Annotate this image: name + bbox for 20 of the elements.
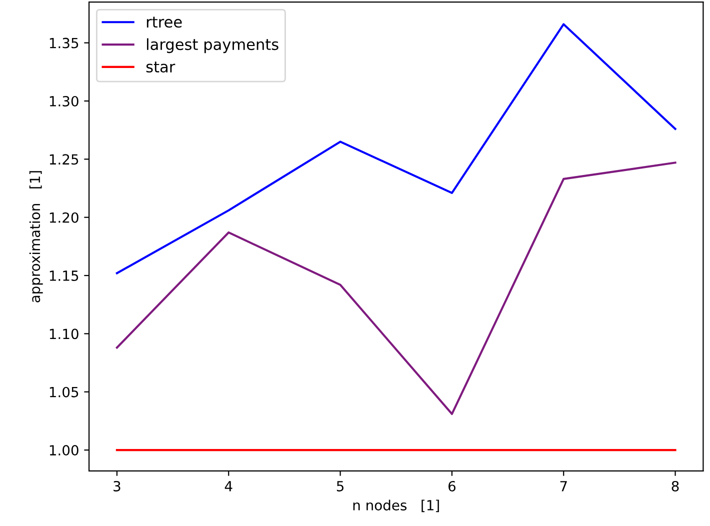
x-tick-label: 8 <box>672 480 679 492</box>
y-tick-label: 1.05 <box>50 386 78 398</box>
y-tick-label: 1.15 <box>50 270 78 281</box>
y-tick-label: 1.20 <box>50 212 78 223</box>
x-tick-label: 5 <box>336 481 344 492</box>
y-tick-label: 1.00 <box>50 445 78 456</box>
y-tick-label: 1.35 <box>50 38 78 48</box>
y-tick-label: 1.30 <box>50 96 78 106</box>
legend-label: largest payments <box>147 38 278 54</box>
y-tick-label: 1.10 <box>50 328 78 340</box>
x-tick-label: 3 <box>114 480 120 492</box>
x-tick-label: 6 <box>448 480 456 492</box>
line-series <box>116 162 676 416</box>
x-tick-label: 7 <box>560 481 567 492</box>
legend-label: rtree <box>146 16 182 28</box>
y-tick-label: 1.25 <box>50 154 78 165</box>
y-axis-title: approximation [1] <box>29 171 43 302</box>
legend-label: star <box>146 62 176 73</box>
x-tick-label: 4 <box>224 481 232 492</box>
x-axis-title: n nodes [1] <box>353 500 439 512</box>
